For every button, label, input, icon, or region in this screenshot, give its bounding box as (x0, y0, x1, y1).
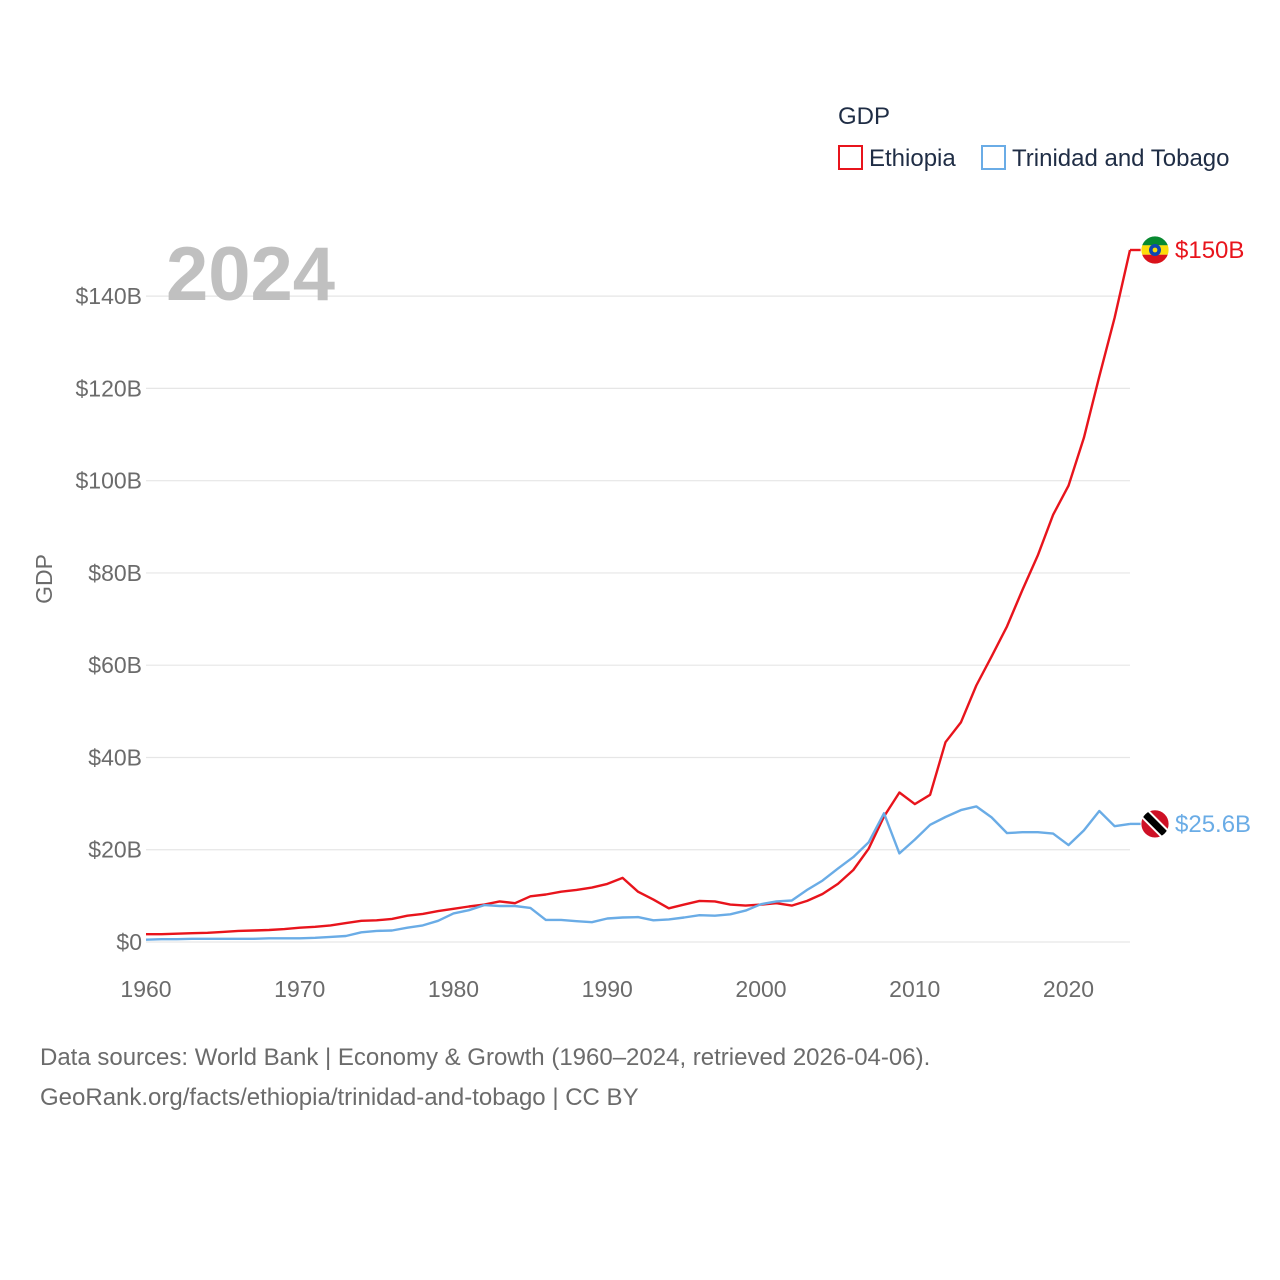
series-end-value-label: $150B (1175, 237, 1244, 264)
x-tick-label: 1990 (582, 976, 633, 1002)
x-tick-label: 1980 (428, 976, 479, 1002)
x-tick-label: 1960 (120, 976, 171, 1002)
y-tick-label: $100B (75, 468, 142, 494)
legend: GDP Ethiopia Trinidad and Tobago (838, 103, 1230, 172)
y-tick-label: $60B (88, 652, 142, 678)
legend-label: Ethiopia (869, 145, 956, 172)
x-tick-label: 2000 (735, 976, 786, 1002)
legend-swatch (838, 145, 863, 170)
y-axis-title: GDP (31, 554, 57, 604)
legend-title: GDP (838, 103, 890, 130)
x-axis-tick-labels: 1960 1970 1980 1990 2000 2010 2020 (120, 976, 1094, 1002)
x-tick-label: 1970 (274, 976, 325, 1002)
trinidad-and-tobago-flag-icon (1140, 809, 1170, 839)
y-tick-label: $40B (88, 744, 142, 770)
y-tick-label: $120B (75, 375, 142, 401)
series-line-trinidad-and-tobago (145, 805, 1131, 941)
ethiopia-flag-icon (1140, 235, 1170, 265)
legend-label: Trinidad and Tobago (1012, 145, 1230, 172)
legend-item-ethiopia[interactable]: Ethiopia (838, 145, 956, 172)
y-tick-label: $20B (88, 837, 142, 863)
series-end-markers: $150B $25.6B (1130, 235, 1251, 839)
x-tick-label: 2020 (1043, 976, 1094, 1002)
legend-items: Ethiopia Trinidad and Tobago (838, 145, 1230, 172)
series-line-ethiopia (146, 249, 1132, 936)
series-lines (145, 249, 1132, 941)
year-label: 2024 (166, 232, 335, 317)
legend-item-trinidad-and-tobago[interactable]: Trinidad and Tobago (981, 145, 1230, 172)
y-tick-label: $140B (75, 283, 142, 309)
y-axis-tick-labels: $0 $20B $40B $60B $80B $100B $120B $140B (75, 283, 142, 955)
y-tick-label: $0 (116, 929, 142, 955)
footer-data-sources: Data sources: World Bank | Economy & Gro… (40, 1044, 931, 1071)
y-tick-label: $80B (88, 560, 142, 586)
legend-swatch (981, 145, 1006, 170)
x-tick-label: 2010 (889, 976, 940, 1002)
footer-source-link[interactable]: GeoRank.org/facts/ethiopia/trinidad-and-… (40, 1084, 639, 1111)
grid-lines (146, 295, 1130, 943)
series-end-value-label: $25.6B (1175, 811, 1251, 838)
